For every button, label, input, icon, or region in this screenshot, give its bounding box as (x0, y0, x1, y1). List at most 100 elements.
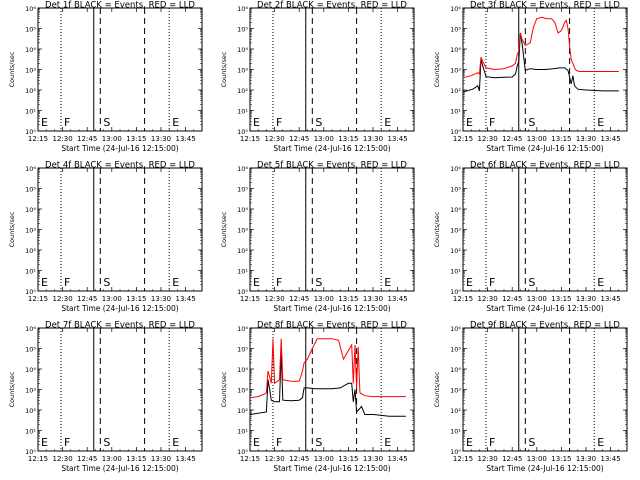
x-tick-label: 13:45 (388, 295, 408, 303)
x-tick-label: 13:30 (363, 455, 383, 463)
x-tick-label: 12:15 (28, 295, 48, 303)
marker-label: E (466, 116, 473, 129)
x-tick-label: 12:45 (77, 295, 97, 303)
plot-frame (462, 327, 628, 452)
marker-label: S (103, 436, 110, 449)
x-tick-label: 13:30 (576, 135, 596, 143)
y-tick-label: 10¹ (237, 268, 248, 276)
marker-label: F (64, 276, 70, 289)
marker-label: E (597, 276, 604, 289)
marker-label: S (315, 116, 322, 129)
x-tick-label: 13:15 (338, 295, 358, 303)
y-tick-label: 10³ (450, 227, 461, 235)
x-tick-label: 12:45 (289, 135, 309, 143)
x-tick-label: 13:00 (102, 135, 122, 143)
y-tick-label: 10³ (237, 67, 248, 75)
x-tick-label: 12:15 (240, 295, 260, 303)
y-tick-label: 10⁶ (450, 325, 461, 333)
marker-label: S (103, 276, 110, 289)
y-tick-label: 10² (450, 87, 461, 95)
panel-4: Det 4f BLACK = Events, RED = LLD Counts/s… (8, 161, 203, 313)
y-tick-label: 10¹ (450, 108, 461, 116)
x-tick-label: 13:00 (527, 295, 547, 303)
x-tick-label: 13:45 (388, 135, 408, 143)
y-tick-label: 10⁰ (237, 128, 248, 136)
plot-frame (249, 7, 415, 132)
x-tick-label: 12:30 (265, 295, 285, 303)
x-tick-label: 13:15 (126, 455, 146, 463)
y-tick-label: 10¹ (25, 108, 36, 116)
x-tick-label: 13:00 (527, 455, 547, 463)
x-tick-label: 12:15 (453, 135, 473, 143)
panel-7: Det 7f BLACK = Events, RED = LLD Counts/s… (8, 321, 203, 473)
x-tick-label: 13:45 (601, 295, 621, 303)
panel-title: Det 2f BLACK = Events, RED = LLD (257, 1, 407, 11)
x-axis-label: Start Time (24-Jul-16 12:15:00) (486, 144, 603, 153)
y-tick-label: 10⁰ (25, 448, 36, 456)
marker-label: F (64, 436, 70, 449)
y-tick-label: 10⁴ (450, 206, 461, 214)
x-axis-label: Start Time (24-Jul-16 12:15:00) (61, 144, 178, 153)
x-tick-label: 13:00 (314, 455, 334, 463)
marker-label: S (528, 436, 535, 449)
x-tick-label: 13:15 (126, 135, 146, 143)
marker-label: S (103, 116, 110, 129)
x-tick-label: 12:15 (240, 455, 260, 463)
x-tick-label: 12:45 (77, 135, 97, 143)
y-tick-label: 10⁰ (237, 288, 248, 296)
marker-label: S (528, 116, 535, 129)
x-tick-label: 12:15 (453, 455, 473, 463)
plot-frame (37, 327, 203, 452)
y-tick-label: 10² (237, 407, 248, 415)
marker-label: F (64, 116, 70, 129)
x-tick-label: 12:45 (289, 455, 309, 463)
marker-label: E (253, 436, 260, 449)
y-tick-label: 10⁴ (237, 46, 248, 54)
x-tick-label: 12:30 (265, 455, 285, 463)
x-tick-label: 12:30 (53, 455, 73, 463)
marker-label: E (253, 276, 260, 289)
y-tick-label: 10⁰ (450, 128, 461, 136)
y-axis-label: Counts/sec (8, 211, 16, 247)
y-tick-label: 10⁴ (25, 46, 36, 54)
y-tick-label: 10⁰ (450, 288, 461, 296)
y-tick-label: 10² (25, 407, 36, 415)
marker-label: E (384, 276, 391, 289)
x-tick-label: 13:30 (151, 455, 171, 463)
y-tick-label: 10⁴ (25, 206, 36, 214)
x-tick-label: 13:30 (363, 135, 383, 143)
y-tick-label: 10² (450, 247, 461, 255)
plot-frame (249, 327, 415, 452)
y-tick-label: 10¹ (25, 428, 36, 436)
y-axis-label: Counts/sec (433, 371, 441, 407)
x-axis-label: Start Time (24-Jul-16 12:15:00) (273, 464, 390, 473)
y-tick-label: 10⁰ (25, 128, 36, 136)
marker-label: E (172, 116, 179, 129)
x-tick-label: 13:30 (576, 295, 596, 303)
y-tick-label: 10³ (25, 387, 36, 395)
y-tick-label: 10⁴ (450, 46, 461, 54)
y-tick-label: 10⁶ (450, 165, 461, 173)
x-tick-label: 13:30 (576, 455, 596, 463)
y-tick-label: 10² (237, 247, 248, 255)
marker-label: S (528, 276, 535, 289)
x-axis-label: Start Time (24-Jul-16 12:15:00) (61, 464, 178, 473)
marker-label: F (489, 436, 495, 449)
y-tick-label: 10⁴ (450, 366, 461, 374)
plot-frame (249, 167, 415, 292)
x-axis-label: Start Time (24-Jul-16 12:15:00) (486, 304, 603, 313)
panel-5: Det 5f BLACK = Events, RED = LLD Counts/s… (220, 161, 415, 313)
y-tick-label: 10² (25, 247, 36, 255)
x-tick-label: 13:00 (314, 135, 334, 143)
marker-label: E (253, 116, 260, 129)
x-tick-label: 13:45 (601, 135, 621, 143)
x-tick-label: 13:30 (151, 295, 171, 303)
marker-label: E (41, 436, 48, 449)
x-tick-label: 13:00 (527, 135, 547, 143)
panel-9: Det 9f BLACK = Events, RED = LLD Counts/s… (433, 321, 628, 473)
marker-label: F (489, 276, 495, 289)
marker-label: F (276, 276, 282, 289)
y-tick-label: 10³ (25, 67, 36, 75)
x-axis-label: Start Time (24-Jul-16 12:15:00) (61, 304, 178, 313)
x-tick-label: 13:15 (126, 295, 146, 303)
